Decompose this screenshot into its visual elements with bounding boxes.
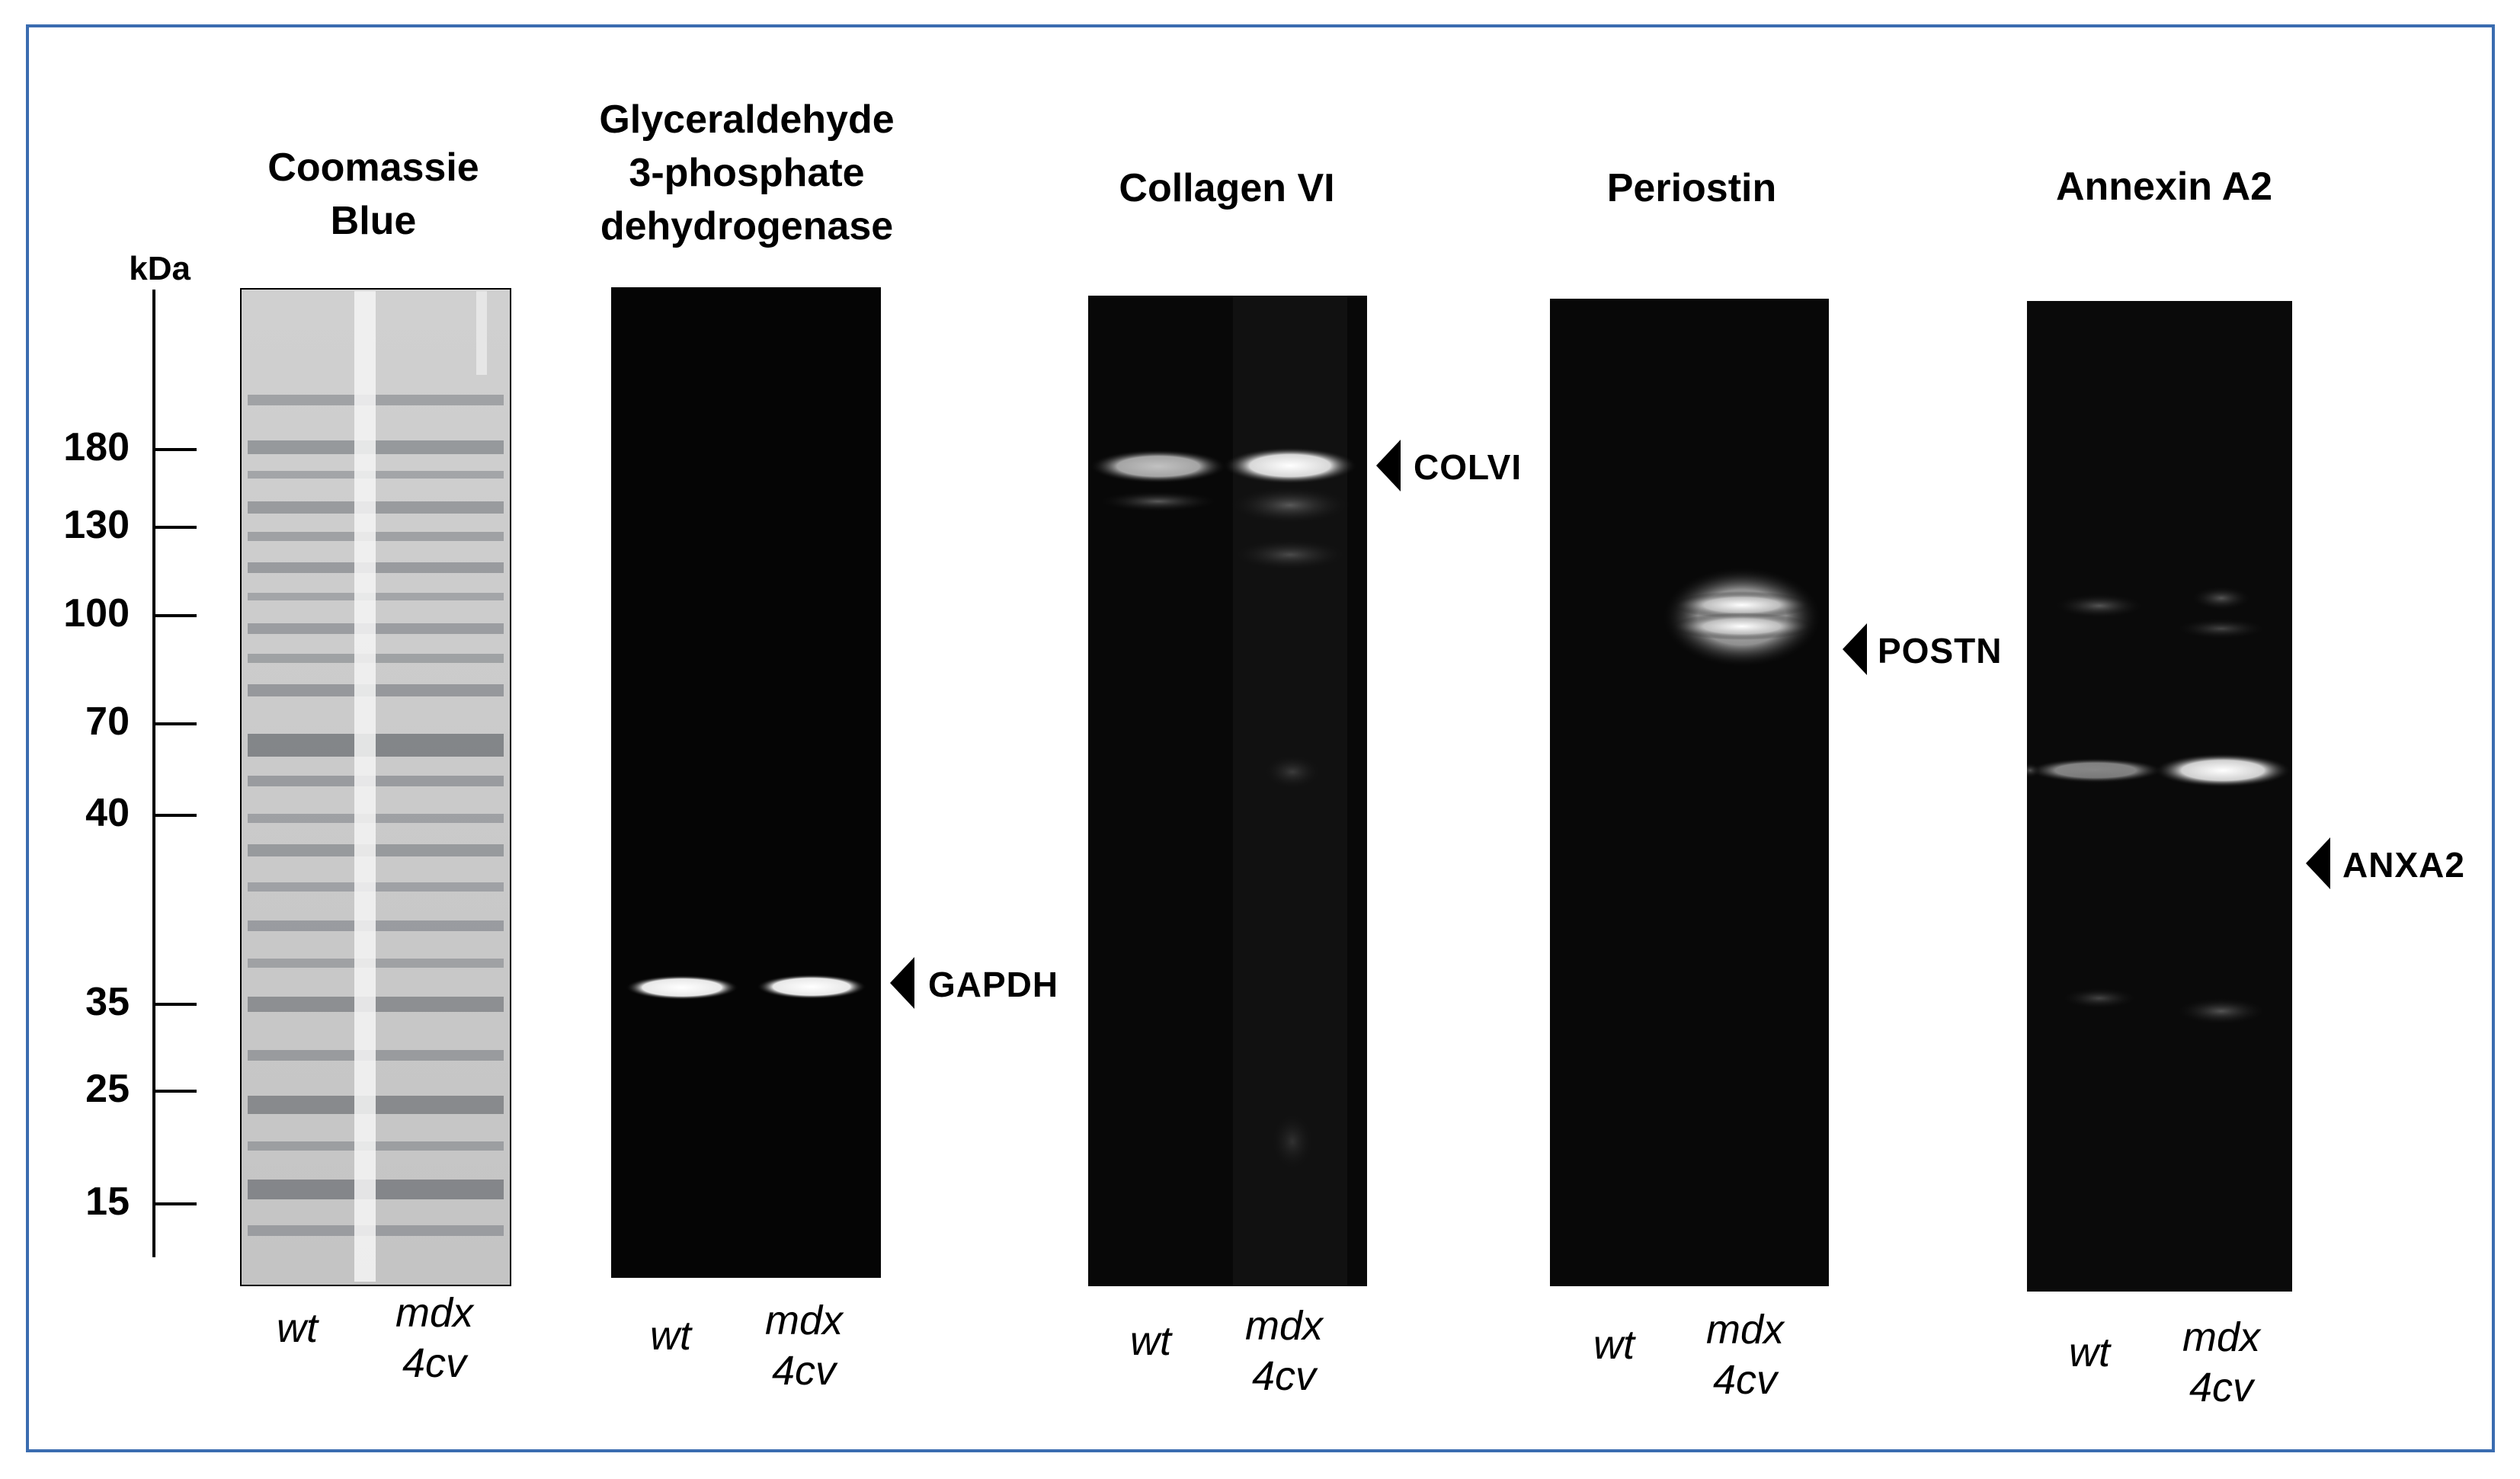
marker-axis-line — [152, 290, 197, 1257]
lane-label-mdx4cv: mdx 4cv — [395, 1290, 473, 1386]
lane-label-wt: wt — [1593, 1322, 1635, 1368]
figure-frame — [26, 24, 2495, 1452]
panel-title: Annexin A2 — [2055, 165, 2273, 209]
gapdh-arrow-icon — [890, 957, 914, 1009]
lane-label-wt: wt — [650, 1313, 691, 1359]
collagen-vi-blot-image — [1088, 296, 1367, 1286]
marker-15: 15 — [85, 1180, 130, 1224]
kda-label: kDa — [129, 250, 191, 287]
panel-title: Glyceraldehyde 3-phosphate dehydrogenase — [599, 98, 895, 248]
panel-title: Coomassie Blue — [267, 146, 479, 243]
gapdh-blot-image — [611, 287, 881, 1278]
marker-25: 25 — [85, 1067, 130, 1111]
marker-40: 40 — [85, 791, 130, 835]
anxa2-band-label: ANXA2 — [2342, 845, 2465, 885]
lane-label-mdx4cv: mdx 4cv — [764, 1298, 843, 1394]
panel-title: Periostin — [1606, 166, 1777, 210]
anxa2-arrow-icon — [2306, 837, 2330, 889]
lane-label-mdx4cv: mdx 4cv — [1244, 1303, 1323, 1399]
lane-label-wt: wt — [277, 1305, 318, 1351]
lane-label-wt: wt — [2069, 1330, 2110, 1375]
marker-100: 100 — [63, 591, 130, 635]
panel-title: Collagen VI — [1119, 166, 1335, 210]
gapdh-band-label: GAPDH — [928, 965, 1059, 1004]
marker-35: 35 — [85, 980, 130, 1024]
lane-label-wt: wt — [1130, 1318, 1171, 1364]
annexin-a2-blot-image — [2027, 301, 2292, 1292]
colvi-arrow-icon — [1376, 440, 1401, 491]
marker-180: 180 — [63, 425, 130, 469]
lane-label-mdx4cv: mdx 4cv — [2182, 1314, 2260, 1410]
postn-band-label: POSTN — [1878, 631, 2003, 671]
marker-130: 130 — [63, 503, 130, 547]
colvi-band-label: COLVI — [1414, 447, 1523, 487]
postn-arrow-icon — [1843, 623, 1867, 675]
marker-70: 70 — [85, 699, 130, 744]
periostin-blot-image — [1550, 299, 1829, 1286]
lane-label-mdx4cv: mdx 4cv — [1705, 1307, 1784, 1403]
coomassie-gel-image — [240, 288, 511, 1286]
